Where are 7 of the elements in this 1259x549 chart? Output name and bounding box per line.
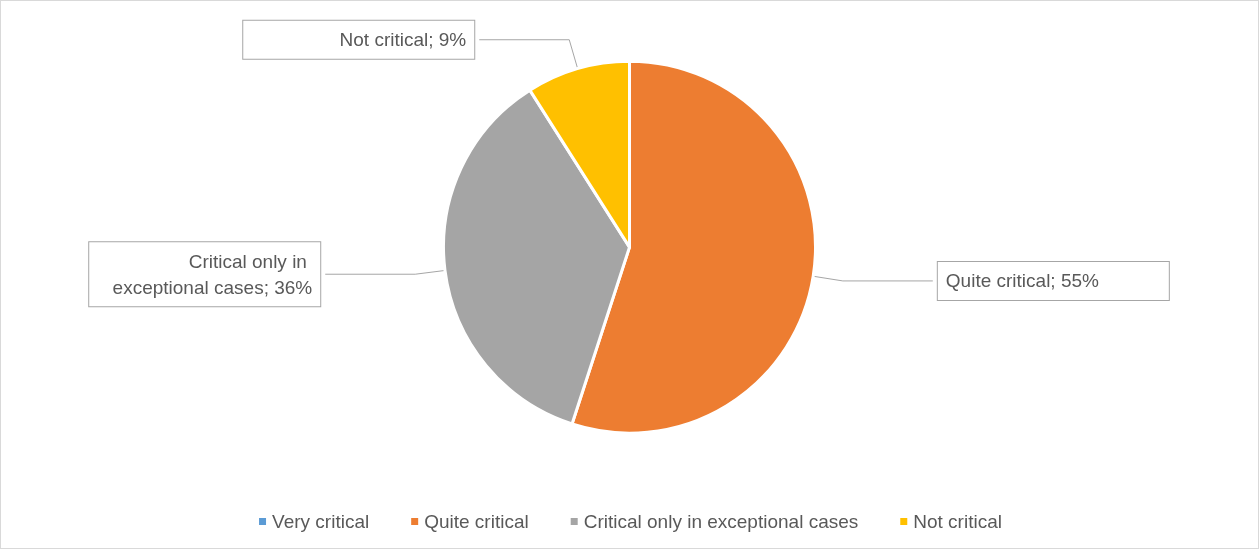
data-label: Critical only in exceptional cases; 36% (112, 250, 313, 298)
legend-label: Quite critical (424, 511, 529, 532)
legend-label: Not critical (913, 511, 1002, 532)
legend-label: Very critical (272, 511, 370, 532)
data-label: Quite critical; 55% (945, 270, 1100, 292)
legend-label: Critical only in exceptional cases (583, 511, 859, 532)
data-label: Not critical; 9% (339, 29, 467, 51)
